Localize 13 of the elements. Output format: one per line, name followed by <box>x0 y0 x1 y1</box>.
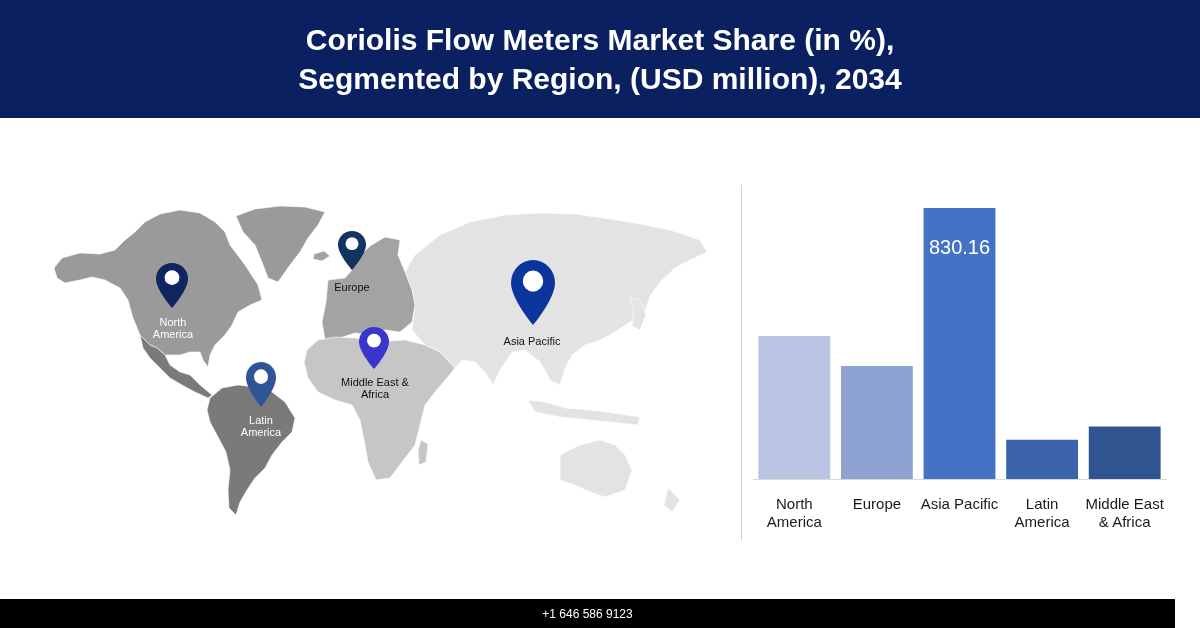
category-label: Latin America <box>240 414 282 438</box>
text: +1 646 586 9123 <box>542 606 633 621</box>
data-label: 830.16 <box>928 235 991 258</box>
category-label: North America <box>152 316 194 340</box>
x-tick-label: Latin America <box>1014 495 1071 531</box>
x-tick-label: Asia Pacific <box>920 495 999 513</box>
x-tick-label: North America <box>766 495 823 531</box>
category-label: Asia Pacific <box>503 335 561 347</box>
category-label: Middle East & Africa <box>341 376 409 400</box>
x-tick-label: Europe <box>852 495 902 513</box>
category-label: Europe <box>334 281 370 293</box>
chart-title: Coriolis Flow Meters Market Share (in %), Segmented by Region, (USD million), 2034 <box>297 22 903 97</box>
x-tick-label: Middle East & Africa <box>1085 495 1165 531</box>
